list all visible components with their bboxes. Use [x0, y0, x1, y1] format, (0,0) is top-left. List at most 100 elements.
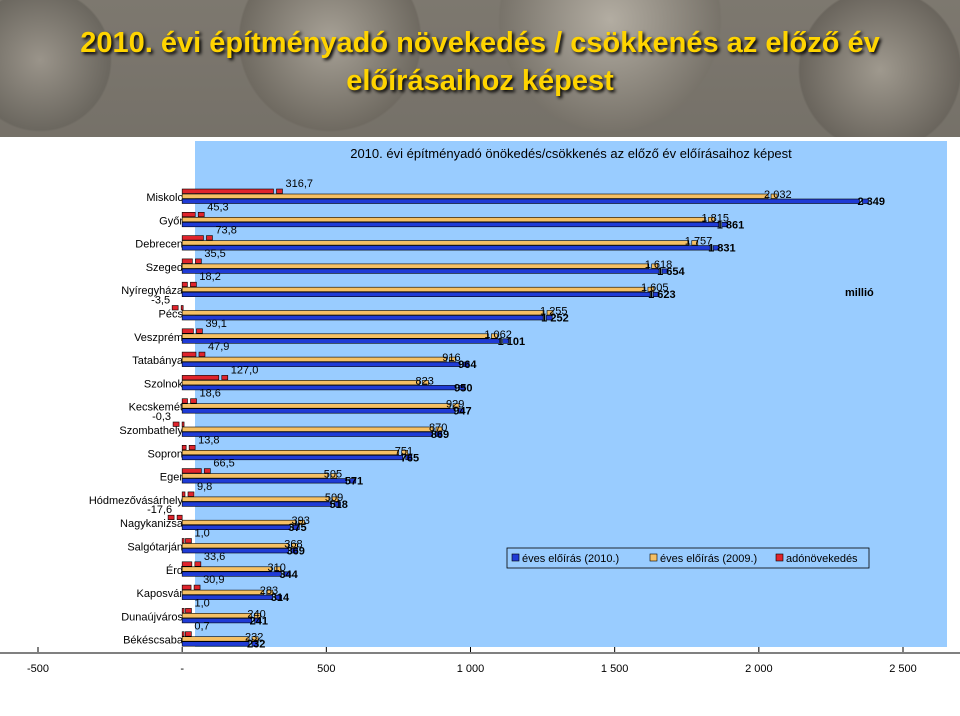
- bar-end-marker: [435, 426, 443, 432]
- data-label-change: 9,8: [197, 481, 212, 493]
- bar-end-marker: [491, 333, 498, 339]
- bar-change: [181, 281, 188, 288]
- category-label: Dunaújváros: [121, 611, 183, 623]
- bar-2010: [181, 641, 250, 647]
- data-label-2009: 751: [395, 445, 413, 457]
- data-label-2009: 1 062: [484, 329, 512, 341]
- x-tick-label: -500: [27, 663, 49, 675]
- bar-change: [181, 235, 204, 241]
- bar-2010: [181, 361, 461, 367]
- legend-box: [506, 547, 870, 569]
- bar-change: [181, 561, 193, 567]
- bar-end-marker: [712, 245, 720, 251]
- bar-change: [176, 514, 183, 521]
- bar-end-marker: [194, 561, 202, 567]
- data-label-2009: 870: [429, 422, 447, 434]
- bar-change: [180, 305, 184, 311]
- bar-end-marker: [251, 636, 259, 642]
- data-label-change: 45,3: [207, 201, 228, 213]
- chart-title: 2010. évi építményadó önökedés/csökkenés…: [350, 146, 792, 161]
- data-label-2009: 240: [247, 608, 265, 620]
- bar-2010: [181, 315, 544, 321]
- bar-change: [181, 468, 202, 474]
- bar-change: [181, 584, 192, 590]
- bar-end-marker: [349, 478, 357, 484]
- bar-end-marker: [266, 589, 274, 595]
- bar-end-marker: [457, 408, 465, 414]
- bar-end-marker: [292, 524, 300, 531]
- data-label-2009: 310: [268, 562, 286, 574]
- bar-2010: [181, 524, 291, 531]
- bar-2009: [181, 333, 489, 339]
- bar-2010: [181, 478, 348, 484]
- bar-end-marker: [254, 618, 261, 624]
- legend-entry: éves előírás (2009.): [660, 553, 757, 565]
- category-label: Eger: [160, 472, 184, 484]
- data-label-2010: 1 623: [648, 289, 676, 301]
- data-label-2009: 916: [442, 352, 460, 364]
- bar-2010: [181, 571, 282, 577]
- data-label-change: -0,3: [152, 411, 171, 423]
- data-label-2009: 393: [291, 515, 309, 527]
- bar-change: [181, 258, 193, 264]
- category-label: Békéscsaba: [123, 635, 184, 647]
- bar-2009: [181, 240, 690, 246]
- bar-end-marker: [167, 514, 175, 521]
- data-label-2010: 1 252: [541, 313, 569, 325]
- category-label: Érd: [166, 564, 183, 577]
- data-label-2009: 1 618: [645, 259, 673, 271]
- data-label-2009: 283: [260, 585, 278, 597]
- data-label-2009: 929: [446, 399, 464, 411]
- bar-end-marker: [206, 235, 213, 241]
- data-label-2010: 1 831: [708, 243, 736, 255]
- x-tick-label: 2 500: [889, 663, 917, 675]
- bar-end-marker: [435, 431, 443, 437]
- bar-2009: [181, 356, 447, 362]
- bar-end-marker: [195, 258, 202, 264]
- bar-end-marker: [197, 212, 205, 218]
- bar-end-marker: [185, 631, 192, 637]
- data-label-change: 1,0: [194, 597, 209, 609]
- bar-end-marker: [545, 315, 553, 321]
- data-label-2010: 241: [250, 615, 268, 627]
- bar-end-marker: [652, 291, 660, 298]
- bar-2009: [181, 217, 706, 223]
- bar-change: [181, 444, 187, 451]
- bar-2009: [181, 310, 545, 316]
- data-label-change: 316,7: [285, 178, 313, 190]
- bar-change: [181, 375, 220, 381]
- bar-end-marker: [204, 468, 211, 474]
- bar-2009: [181, 403, 451, 409]
- bar-change: [181, 608, 185, 614]
- data-label-change: 33,6: [204, 551, 225, 563]
- bar-2010: [181, 431, 434, 437]
- bar-end-marker: [651, 263, 658, 269]
- bar-end-marker: [190, 398, 197, 404]
- data-label-2010: 765: [401, 452, 419, 464]
- category-label: Kaposvár: [137, 588, 184, 600]
- bar-2010: [181, 291, 651, 298]
- bar-end-marker: [405, 454, 413, 461]
- bar-end-marker: [276, 188, 283, 194]
- bar-end-marker: [458, 385, 466, 391]
- legend-entry: éves előírás (2010.): [522, 553, 619, 565]
- x-tick-label: 1 500: [601, 663, 629, 675]
- category-label: Nyíregyháza: [121, 285, 184, 297]
- bar-2010: [181, 408, 456, 414]
- data-label-2009: 2 032: [764, 189, 792, 201]
- bar-change: [181, 212, 196, 218]
- data-label-2010: 571: [345, 476, 363, 488]
- data-label-2010: 344: [279, 569, 298, 581]
- category-label: Hódmezővásárhely: [89, 495, 184, 507]
- category-label: Szolnok: [144, 378, 184, 390]
- bar-end-marker: [198, 351, 206, 357]
- bar-end-marker: [171, 305, 179, 311]
- category-label: Kecskemét: [129, 402, 183, 414]
- bar-2009: [181, 613, 252, 619]
- data-label-2010: 950: [454, 382, 472, 394]
- bar-end-marker: [334, 501, 341, 507]
- bar-2009: [181, 496, 330, 502]
- category-label: Tatabánya: [132, 355, 184, 367]
- bar-end-marker: [172, 421, 180, 427]
- bar-change: [181, 421, 185, 427]
